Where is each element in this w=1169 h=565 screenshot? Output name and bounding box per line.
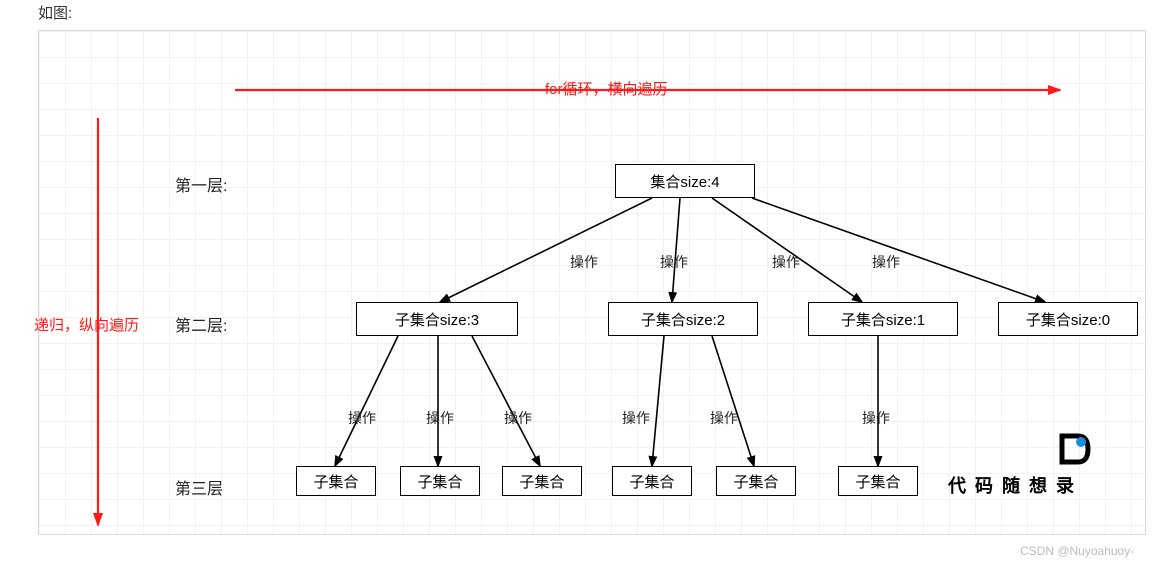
edge-label: 操作 [504,408,532,428]
level-2-label: 第二层: [175,312,227,336]
level-3-label: 第三层 [175,475,223,499]
node-a1: 子集合size:3 [356,302,518,336]
edge-label: 操作 [872,252,900,272]
brand-logo-icon [1058,432,1092,471]
vertical-arrow-label: 递归，纵向遍历 [34,314,139,335]
node-a2: 子集合size:2 [608,302,758,336]
level-1-label: 第一层: [175,172,227,196]
watermark: CSDN @Nuyoahuoy- [1020,544,1134,558]
edge-label: 操作 [772,252,800,272]
node-a3: 子集合size:1 [808,302,958,336]
brand-logo-text: 代 码 随 想 录 [948,472,1076,498]
edge-label: 操作 [710,408,738,428]
node-b4: 子集合 [612,466,692,496]
edge-label: 操作 [348,408,376,428]
edge-label: 操作 [426,408,454,428]
node-a4: 子集合size:0 [998,302,1138,336]
edge-label: 操作 [570,252,598,272]
horizontal-arrow-label: for循环，横向遍历 [545,78,668,99]
diagram-canvas [38,30,1146,535]
node-b5: 子集合 [716,466,796,496]
edge-label: 操作 [622,408,650,428]
edge-label: 操作 [660,252,688,272]
node-b2: 子集合 [400,466,480,496]
edge-label: 操作 [862,408,890,428]
node-root: 集合size:4 [615,164,755,198]
node-b6: 子集合 [838,466,918,496]
node-b3: 子集合 [502,466,582,496]
node-b1: 子集合 [296,466,376,496]
page-caption: 如图: [38,2,72,23]
